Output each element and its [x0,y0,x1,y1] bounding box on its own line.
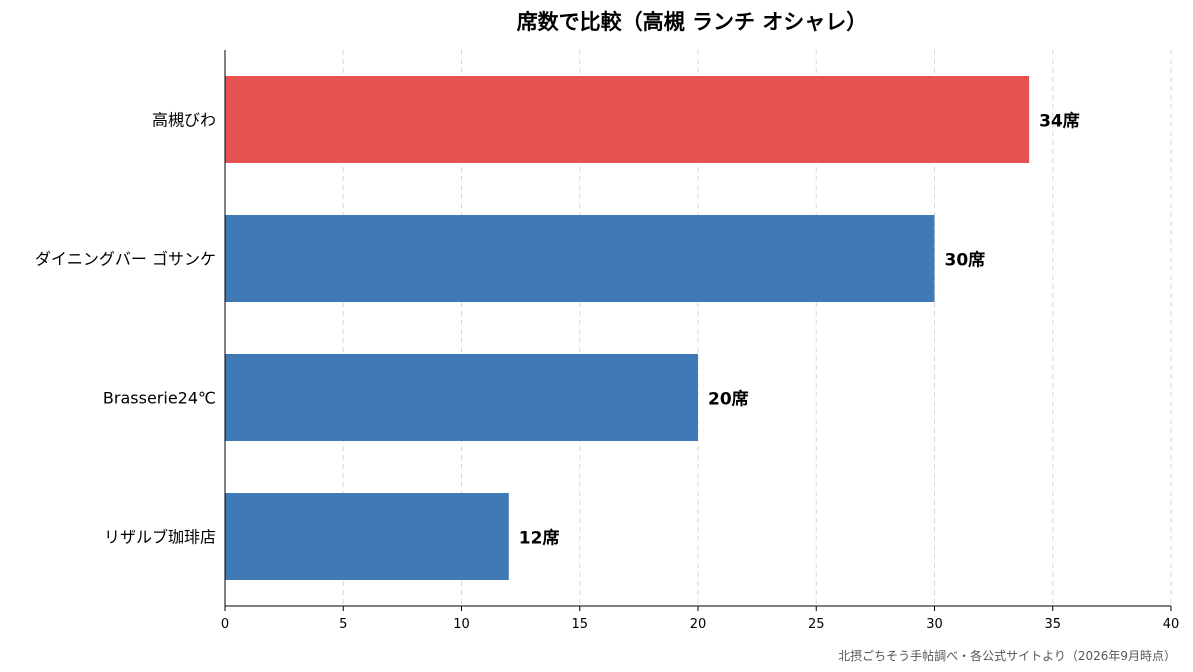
x-tick-label: 25 [808,617,825,632]
x-tick-label: 0 [221,617,229,632]
bar [225,215,935,302]
value-label: 20席 [708,389,749,410]
x-axis-ticks: 0 5 10 15 20 25 30 35 40 [221,606,1179,632]
category-label: 高槻びわ [152,111,216,130]
chart-title: 席数で比較（高槻 ランチ オシャレ） [517,10,868,34]
bar [225,76,1030,163]
x-tick-label: 10 [453,617,470,632]
bar [225,493,509,580]
x-tick-label: 40 [1163,617,1180,632]
value-labels: 34席 30席 20席 12席 [519,111,1080,549]
value-label: 12席 [519,528,560,549]
x-tick-label: 35 [1044,617,1061,632]
x-tick-label: 5 [339,617,347,632]
category-label: Brasserie24℃ [103,389,216,408]
value-label: 30席 [945,250,986,271]
category-label: リザルブ珈琲店 [104,528,216,547]
x-tick-label: 15 [571,617,588,632]
bar [225,354,698,441]
source-note: 北摂ごちそう手帖調べ・各公式サイトより（2026年9月時点） [838,648,1176,663]
value-label: 34席 [1039,111,1080,132]
category-label: ダイニングバー ゴサンケ [35,250,216,269]
x-tick-label: 30 [926,617,943,632]
x-tick-label: 20 [690,617,707,632]
bars [225,76,1030,580]
